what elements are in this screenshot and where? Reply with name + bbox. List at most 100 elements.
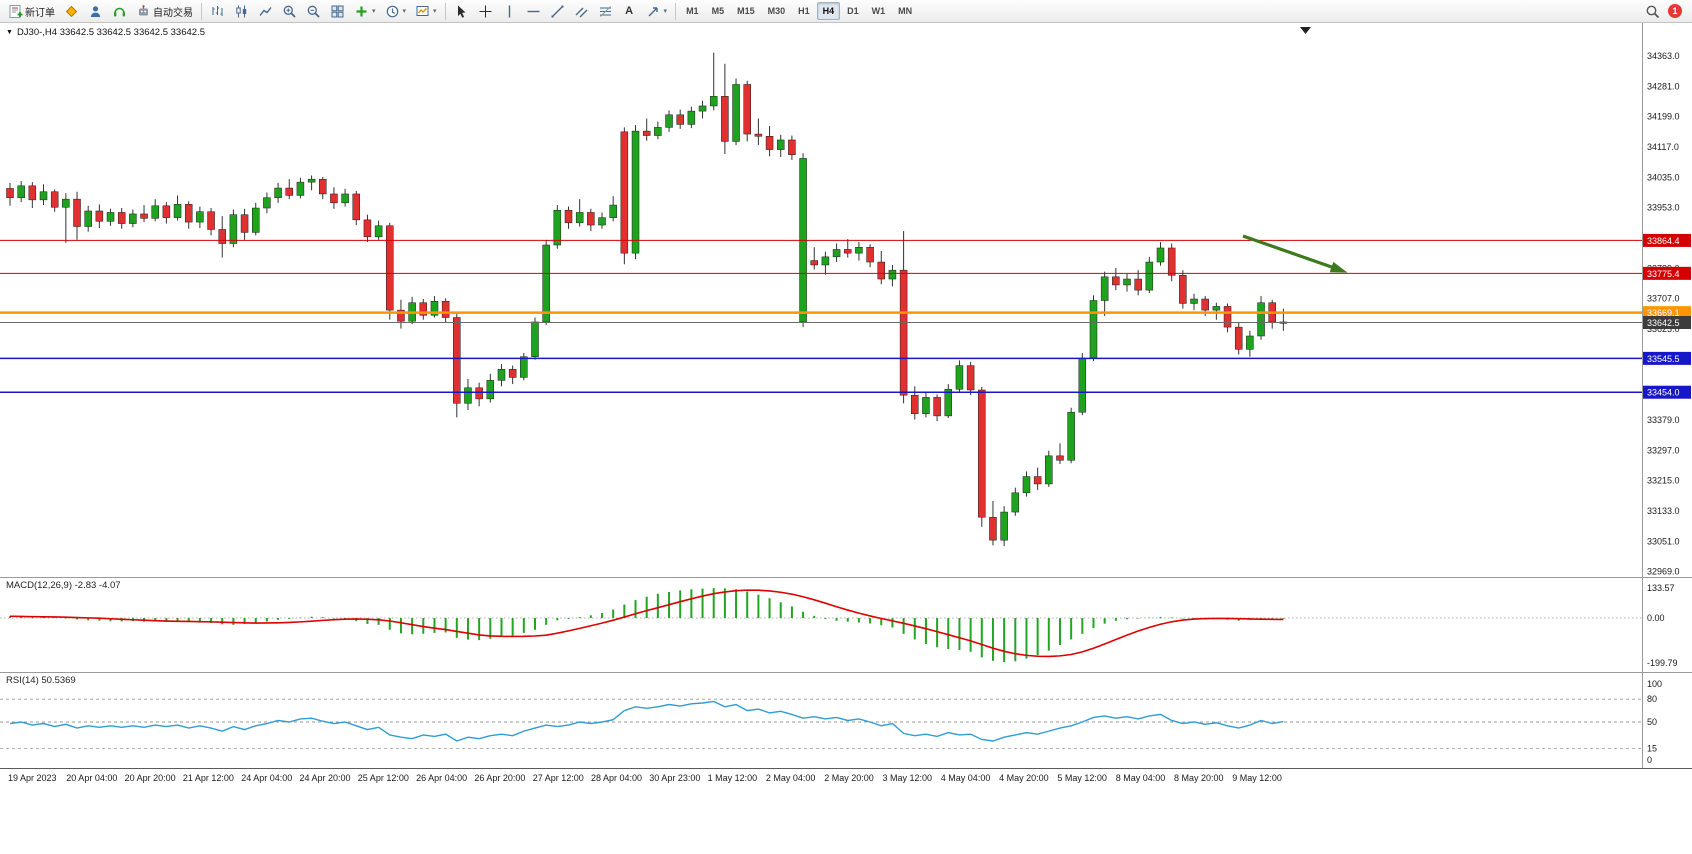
- svg-text:21 Apr 12:00: 21 Apr 12:00: [183, 773, 234, 783]
- trendline-icon: [550, 4, 565, 19]
- horizontal-line-icon: [526, 4, 541, 19]
- new-order-button[interactable]: 新订单: [4, 0, 59, 22]
- arrows-tool-button[interactable]: ▾: [642, 0, 672, 22]
- time-axis[interactable]: 19 Apr 2023 20 Apr 04:00 20 Apr 20:00 21 Ap…: [8, 773, 1282, 783]
- timeframe-h1[interactable]: H1: [798, 6, 810, 16]
- toolbar-separator: [201, 2, 202, 20]
- timeframe-m5[interactable]: M5: [711, 6, 725, 16]
- tile-windows-icon: [330, 4, 345, 19]
- collapse-triangle-icon[interactable]: ▼: [6, 29, 13, 36]
- svg-text:25 Apr 12:00: 25 Apr 12:00: [358, 773, 409, 783]
- new-order-label: 新订单: [25, 7, 55, 19]
- svg-text:20 Apr 04:00: 20 Apr 04:00: [66, 773, 117, 783]
- svg-text:19 Apr 2023: 19 Apr 2023: [8, 773, 57, 783]
- svg-text:33545.5: 33545.5: [1647, 354, 1680, 364]
- text-tool-icon: A: [625, 5, 634, 17]
- svg-text:9 May 12:00: 9 May 12:00: [1232, 773, 1282, 783]
- auto-trading-label: 自动交易: [153, 7, 193, 19]
- svg-text:8 May 20:00: 8 May 20:00: [1174, 773, 1224, 783]
- person-icon: [88, 4, 103, 19]
- channel-tool-button[interactable]: [570, 0, 593, 22]
- timeframe-w1[interactable]: W1: [871, 6, 886, 16]
- timeframe-m30[interactable]: M30: [767, 6, 786, 16]
- zoom-out-icon: [306, 4, 321, 19]
- tile-windows-button[interactable]: [326, 0, 349, 22]
- toolbar: 新订单 自动交易: [0, 0, 1692, 23]
- crosshair-button[interactable]: [474, 0, 497, 22]
- bar-chart-icon: [210, 4, 225, 19]
- trend-arrow[interactable]: [1242, 234, 1348, 273]
- text-tool-button[interactable]: A: [618, 0, 641, 22]
- svg-text:28 Apr 04:00: 28 Apr 04:00: [591, 773, 642, 783]
- auto-trading-button[interactable]: 自动交易: [132, 0, 197, 22]
- timeframe-m15[interactable]: M15: [737, 6, 755, 16]
- chart-shift-marker: [1300, 27, 1311, 34]
- line-chart-button[interactable]: [254, 0, 277, 22]
- svg-text:33953.0: 33953.0: [1647, 203, 1680, 213]
- candles-layer: [6, 52, 1288, 547]
- macd-panel: 133.57 0.00 -199.79: [0, 583, 1678, 668]
- headset-icon: [112, 4, 127, 19]
- toolbar-separator: [444, 2, 446, 20]
- svg-text:8 May 04:00: 8 May 04:00: [1116, 773, 1166, 783]
- svg-text:33297.0: 33297.0: [1647, 445, 1680, 455]
- crosshair-icon: [478, 4, 493, 19]
- svg-text:4 May 04:00: 4 May 04:00: [941, 773, 991, 783]
- fibonacci-icon: [598, 4, 613, 19]
- candlestick-chart-button[interactable]: [230, 0, 253, 22]
- dropdown-caret-icon: ▾: [402, 8, 407, 15]
- svg-text:32969.0: 32969.0: [1647, 567, 1680, 577]
- svg-text:34035.0: 34035.0: [1647, 172, 1680, 182]
- horizontal-line-tool-button[interactable]: [522, 0, 545, 22]
- svg-text:34117.0: 34117.0: [1647, 142, 1679, 152]
- svg-text:33707.0: 33707.0: [1647, 294, 1680, 304]
- svg-text:33864.4: 33864.4: [1647, 236, 1680, 246]
- symbol-ohlc-text: DJ30-,H4 33642.5 33642.5 33642.5 33642.5: [16, 27, 205, 38]
- robot-icon: [136, 4, 151, 19]
- timeframe-mn[interactable]: MN: [898, 6, 913, 16]
- cursor-icon: [454, 4, 469, 19]
- timeframe-m1[interactable]: M1: [686, 6, 699, 16]
- svg-text:24 Apr 04:00: 24 Apr 04:00: [241, 773, 292, 783]
- profile-button[interactable]: [84, 0, 107, 22]
- fibonacci-tool-button[interactable]: [594, 0, 617, 22]
- market-watch-button[interactable]: [60, 0, 83, 22]
- cursor-button[interactable]: [450, 0, 473, 22]
- period-button[interactable]: ▾: [381, 0, 411, 22]
- timeframe-d1[interactable]: D1: [847, 6, 859, 16]
- svg-text:2 May 04:00: 2 May 04:00: [766, 773, 816, 783]
- zoom-in-button[interactable]: [278, 0, 301, 22]
- svg-text:30 Apr 23:00: 30 Apr 23:00: [649, 773, 700, 783]
- svg-text:50: 50: [1647, 717, 1657, 727]
- timeframe-h4[interactable]: H4: [816, 2, 841, 20]
- trendline-tool-button[interactable]: [546, 0, 569, 22]
- svg-text:26 Apr 20:00: 26 Apr 20:00: [474, 773, 525, 783]
- rsi-panel: 100 80 50 150: [0, 679, 1662, 765]
- svg-text:15: 15: [1647, 744, 1657, 754]
- template-button[interactable]: ▾: [411, 0, 441, 22]
- svg-text:33379.0: 33379.0: [1647, 415, 1680, 425]
- svg-text:20 Apr 20:00: 20 Apr 20:00: [125, 773, 176, 783]
- new-order-icon: [8, 4, 23, 19]
- panel-separators: [0, 23, 1692, 769]
- arrow-shape-icon: [646, 4, 661, 19]
- indicators-button[interactable]: ▾: [350, 0, 380, 22]
- search-button[interactable]: [1641, 0, 1664, 22]
- zoom-out-button[interactable]: [302, 0, 325, 22]
- svg-text:133.57: 133.57: [1647, 583, 1675, 593]
- bar-chart-button[interactable]: [206, 0, 229, 22]
- svg-text:5 May 12:00: 5 May 12:00: [1057, 773, 1107, 783]
- svg-text:34281.0: 34281.0: [1647, 81, 1680, 91]
- svg-text:80: 80: [1647, 694, 1657, 704]
- support-chat-button[interactable]: [108, 0, 131, 22]
- svg-text:27 Apr 12:00: 27 Apr 12:00: [533, 773, 584, 783]
- vertical-line-tool-button[interactable]: [498, 0, 521, 22]
- line-chart-icon: [258, 4, 273, 19]
- svg-text:0: 0: [1647, 755, 1652, 765]
- svg-text:4 May 20:00: 4 May 20:00: [999, 773, 1049, 783]
- svg-text:33051.0: 33051.0: [1647, 536, 1680, 546]
- notification-badge[interactable]: 1: [1668, 4, 1682, 18]
- toolbar-right-group: 1: [1641, 0, 1688, 22]
